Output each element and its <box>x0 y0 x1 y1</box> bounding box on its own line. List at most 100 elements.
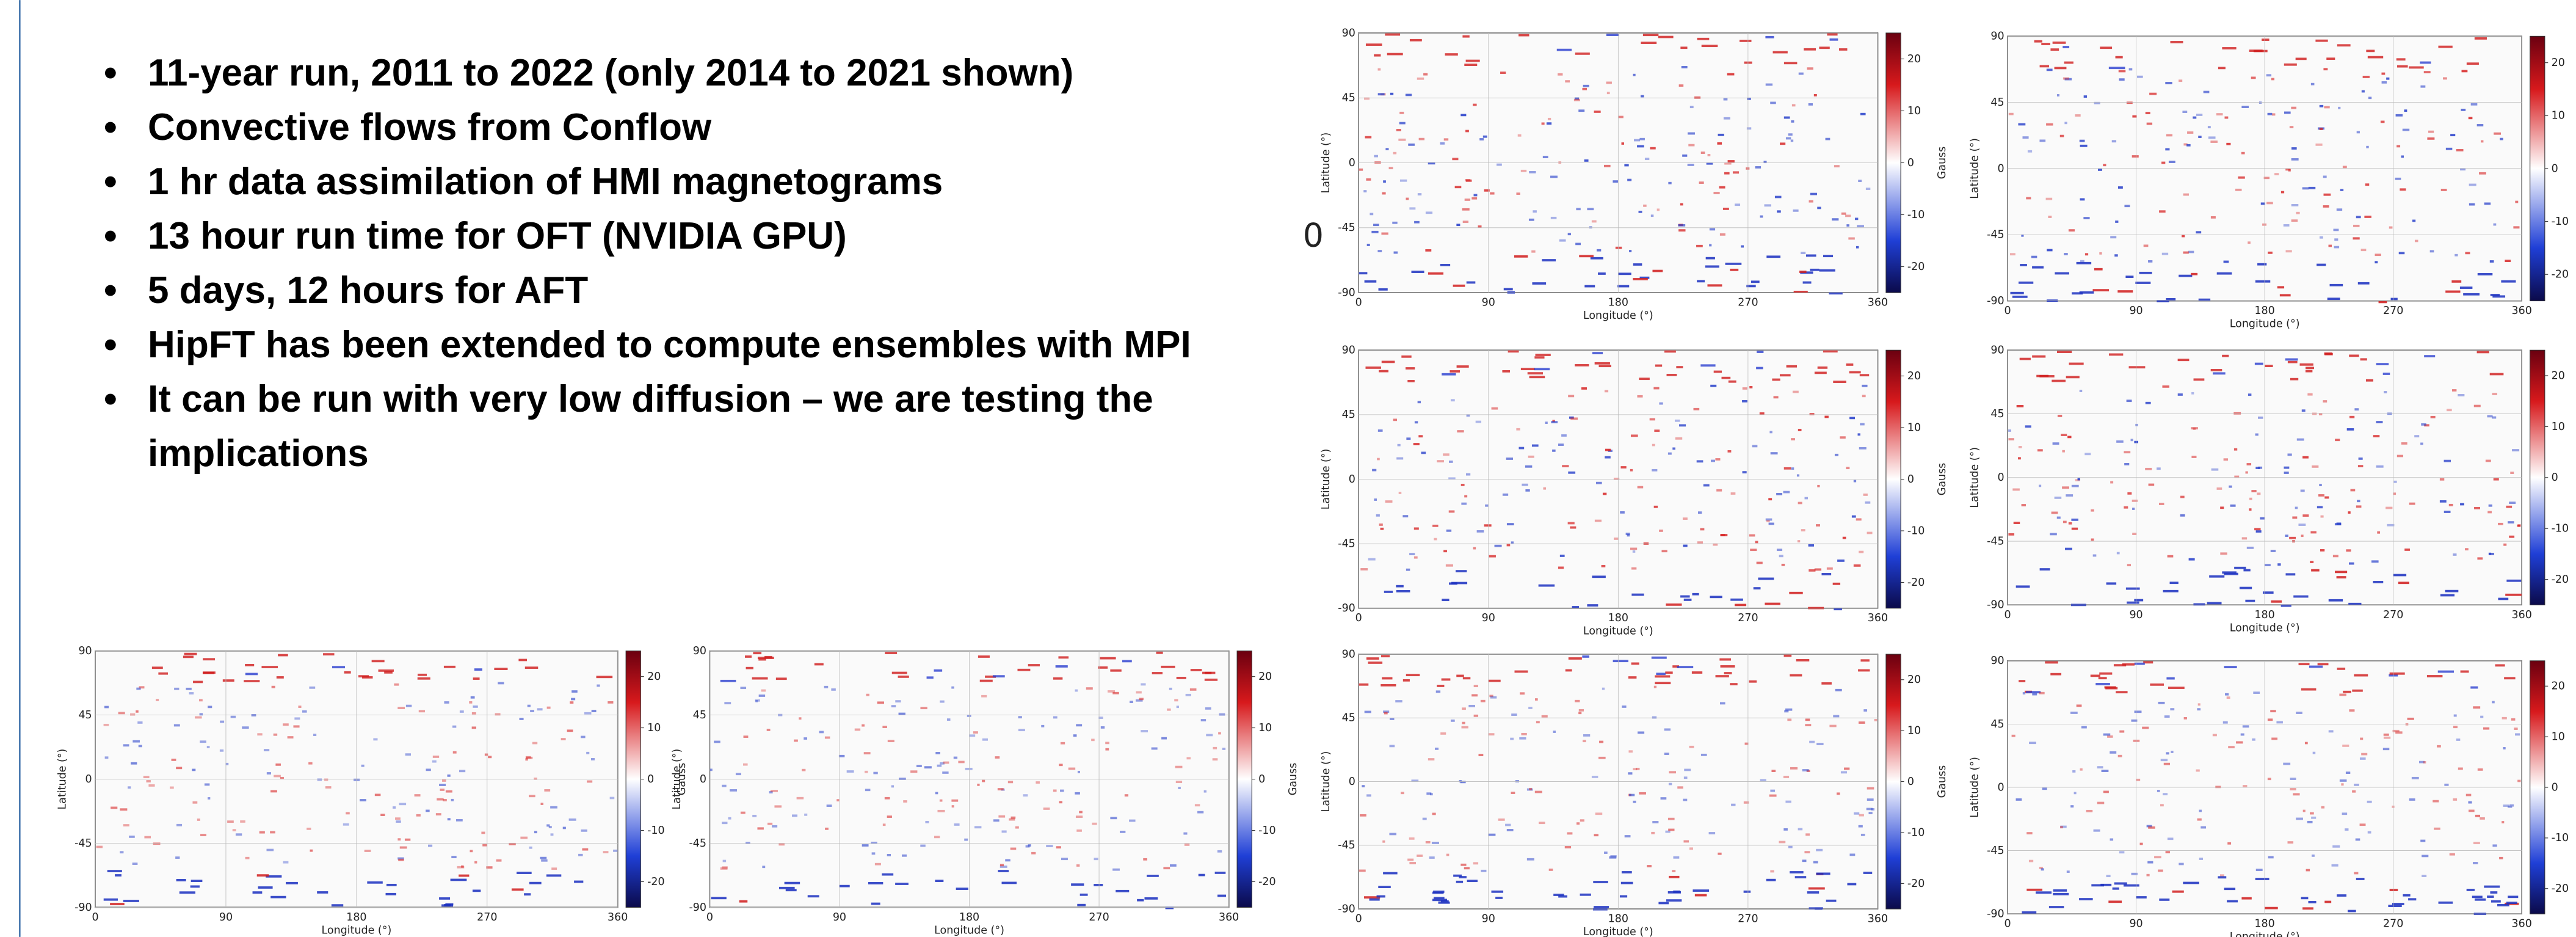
map-speckle <box>2376 465 2384 468</box>
map-speckle <box>2223 458 2229 461</box>
map-speckle <box>2324 352 2332 355</box>
map-speckle <box>225 762 229 765</box>
map-speckle <box>2238 176 2245 179</box>
map-speckle <box>2079 291 2094 294</box>
map-speckle <box>1105 742 1109 745</box>
map-speckle <box>1418 435 1423 438</box>
map-speckle <box>1857 433 1860 436</box>
map-speckle <box>2387 523 2395 527</box>
y-tick-label: 0 <box>1349 776 1355 788</box>
map-speckle <box>1753 587 1761 589</box>
map-speckle <box>385 892 396 895</box>
map-speckle <box>204 783 210 786</box>
map-speckle <box>2285 250 2292 253</box>
map-speckle <box>2047 249 2053 252</box>
map-speckle <box>511 888 524 891</box>
map-speckle <box>1559 239 1566 242</box>
map-speckle <box>1550 175 1558 178</box>
map-speckle <box>2320 549 2325 552</box>
map-speckle <box>1674 419 1680 422</box>
map-speckle <box>2445 147 2453 150</box>
map-speckle <box>1178 787 1181 789</box>
map-speckle <box>2143 244 2149 247</box>
map-speckle <box>156 699 159 701</box>
map-speckle <box>2183 251 2189 254</box>
map-speckle <box>192 801 198 804</box>
map-speckle <box>2026 691 2041 694</box>
y-tick-label: -45 <box>1338 222 1355 234</box>
map-speckle <box>2367 800 2372 803</box>
map-speckle <box>2037 449 2043 452</box>
map-speckle <box>2048 216 2052 218</box>
map-speckle <box>1793 291 1808 293</box>
map-speckle <box>1396 457 1404 460</box>
map-speckle <box>2307 820 2313 823</box>
map-speckle <box>2045 197 2053 200</box>
map-speckle <box>2398 252 2405 255</box>
map-speckle <box>2021 234 2024 237</box>
map-speckle <box>770 790 778 792</box>
map-speckle <box>2285 168 2291 171</box>
map-speckle <box>2095 683 2110 685</box>
map-speckle <box>2337 44 2351 47</box>
map-speckle <box>2382 748 2390 751</box>
x-tick-label: 360 <box>1868 612 1888 624</box>
map-speckle <box>104 705 109 709</box>
map-speckle <box>1086 687 1093 690</box>
map-speckle <box>2453 714 2457 717</box>
map-speckle <box>2048 906 2064 908</box>
map-speckle <box>2290 788 2296 790</box>
map-speckle <box>1858 721 1865 724</box>
map-speckle <box>1867 787 1874 790</box>
map-speckle <box>2253 49 2268 53</box>
map-speckle <box>1868 812 1873 814</box>
map-speckle <box>2284 472 2289 474</box>
map-speckle <box>2319 104 2324 108</box>
map-speckle <box>2498 597 2509 600</box>
map-speckle <box>1521 732 1527 735</box>
map-speckle <box>2277 286 2285 289</box>
map-speckle <box>1598 365 1611 368</box>
map-speckle <box>1506 458 1514 460</box>
map-speckle <box>2485 459 2491 462</box>
map-speckle <box>571 690 578 693</box>
map-speckle <box>1718 852 1722 855</box>
map-speckle <box>2021 504 2026 506</box>
map-speckle <box>1437 460 1444 463</box>
map-speckle <box>1749 680 1757 683</box>
map-speckle <box>2402 128 2410 131</box>
map-speckle <box>2285 573 2296 576</box>
map-speckle <box>1668 782 1672 786</box>
map-speckle <box>2420 839 2426 842</box>
map-speckle <box>2050 48 2059 51</box>
map-speckle <box>2106 582 2117 585</box>
map-speckle <box>2461 70 2468 73</box>
map-speckle <box>2057 415 2063 417</box>
map-speckle <box>2301 409 2306 412</box>
map-speckle <box>2263 177 2270 180</box>
map-speckle <box>195 716 202 719</box>
map-speckle <box>1206 734 1213 737</box>
map-speckle <box>925 820 929 823</box>
map-speckle <box>1829 292 1843 295</box>
map-speckle <box>1659 530 1663 532</box>
map-speckle <box>546 706 551 709</box>
map-speckle <box>1167 708 1171 711</box>
map-speckle <box>1582 87 1587 90</box>
map-speckle <box>1653 505 1658 508</box>
map-speckle <box>567 729 573 732</box>
map-speckle <box>1798 828 1803 831</box>
x-tick-label: 180 <box>2254 918 2274 930</box>
map-speckle <box>825 827 829 830</box>
map-speckle <box>2509 535 2515 538</box>
map-speckle <box>2458 394 2465 396</box>
map-speckle <box>2076 261 2092 264</box>
map-speckle <box>722 784 727 787</box>
map-speckle <box>397 857 404 860</box>
map-speckle <box>2161 161 2166 164</box>
map-speckle <box>1548 869 1553 871</box>
map-speckle <box>2236 741 2243 744</box>
map-speckle <box>1217 850 1222 853</box>
map-speckle <box>1763 161 1767 164</box>
map-speckle <box>1464 64 1478 67</box>
